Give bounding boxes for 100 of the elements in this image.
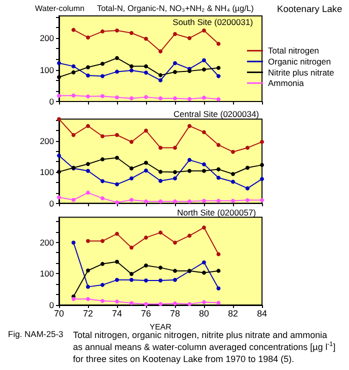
point	[158, 266, 162, 270]
point	[158, 230, 162, 235]
point	[100, 157, 104, 162]
text: Kootenary Lake	[277, 4, 342, 14]
point	[86, 35, 90, 40]
point	[115, 182, 119, 186]
point	[57, 75, 61, 80]
point	[202, 260, 206, 264]
point	[231, 150, 235, 154]
point	[173, 268, 177, 273]
point	[260, 140, 264, 144]
point	[57, 61, 61, 66]
point	[130, 301, 134, 306]
point	[144, 160, 148, 165]
point	[188, 36, 192, 40]
point	[130, 176, 134, 180]
point	[202, 168, 206, 173]
point	[72, 64, 76, 68]
y-tick-label: 200	[40, 136, 54, 146]
point	[188, 168, 192, 173]
point	[202, 130, 206, 134]
point	[158, 178, 162, 183]
point	[72, 240, 76, 245]
point	[202, 300, 206, 304]
point	[86, 94, 90, 98]
point	[260, 198, 264, 202]
point	[115, 156, 119, 160]
point	[216, 198, 220, 203]
chart-title: North Site (0200057)	[177, 208, 256, 218]
point	[231, 198, 235, 203]
point	[86, 268, 90, 273]
point	[173, 278, 177, 282]
point	[115, 133, 119, 138]
y-tick-label: 200	[40, 33, 54, 44]
point	[188, 234, 192, 238]
point	[100, 74, 104, 78]
point	[100, 62, 104, 66]
point	[144, 278, 148, 283]
point	[188, 96, 192, 101]
point	[86, 74, 90, 78]
point	[202, 96, 206, 100]
point	[260, 176, 264, 181]
point	[144, 95, 148, 100]
point	[100, 94, 104, 98]
point	[72, 93, 76, 98]
point	[86, 297, 90, 302]
x-tick-label: 80	[198, 308, 210, 318]
point	[130, 31, 134, 36]
point	[173, 32, 177, 36]
x-tick-label: 82	[228, 308, 238, 318]
point	[188, 124, 192, 128]
point	[144, 302, 148, 306]
text: Total nitrogen, organic nitrogen, nitrite plus nitrate and ammonia as annual means & water-column averaged concentrations [µg l$^{-1}$] for three sites on Kootenay Lake from 1970 to 1984 (5).	[73, 330, 336, 364]
point	[130, 64, 134, 68]
point	[216, 74, 220, 78]
point	[86, 162, 90, 166]
point	[188, 69, 192, 74]
point	[173, 146, 177, 150]
point	[72, 297, 76, 302]
chart-title: South Site (0200031)	[172, 17, 254, 27]
point	[173, 70, 177, 74]
legend-label: Nitrite plus nitrate	[268, 67, 334, 78]
y-tick-label: 100	[40, 64, 54, 75]
point	[202, 58, 206, 62]
x-tick-label: 74	[112, 308, 122, 318]
point	[57, 195, 61, 200]
legend-label: Total nitrogen	[268, 46, 320, 56]
point	[86, 124, 90, 128]
point	[115, 232, 119, 236]
point	[246, 186, 250, 190]
legend-label: Organic nitrogen	[268, 56, 332, 66]
point	[246, 166, 250, 170]
point	[188, 302, 192, 306]
point	[173, 240, 177, 245]
point	[115, 70, 119, 74]
point	[144, 199, 148, 204]
chart-title: Central Site (0200034)	[173, 109, 260, 119]
point	[144, 236, 148, 240]
point	[158, 146, 162, 150]
point	[216, 66, 220, 70]
point	[158, 96, 162, 100]
point	[202, 162, 206, 166]
point	[86, 168, 90, 173]
y-tick-label: 0	[49, 300, 54, 310]
point	[144, 263, 148, 268]
point	[246, 198, 250, 202]
point	[100, 29, 104, 34]
point	[144, 168, 148, 173]
point	[216, 252, 220, 256]
point	[216, 286, 220, 290]
point	[231, 180, 235, 184]
point	[100, 282, 104, 287]
point	[130, 278, 134, 282]
point	[173, 301, 177, 306]
point	[100, 134, 104, 138]
point	[260, 162, 264, 167]
point	[158, 73, 162, 78]
point	[115, 28, 119, 32]
point	[72, 70, 76, 74]
point	[188, 158, 192, 162]
